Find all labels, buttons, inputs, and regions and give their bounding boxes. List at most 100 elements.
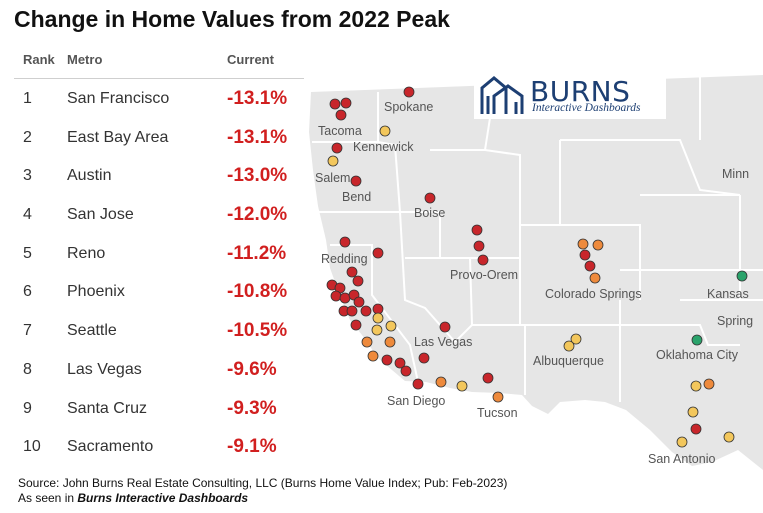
marker-oklahoma-city[interactable] <box>691 334 703 346</box>
attribution-line: As seen in Burns Interactive Dashboards <box>18 491 507 506</box>
marker-spokane[interactable] <box>403 86 415 98</box>
table-row: 10 Sacramento -9.1% <box>14 427 304 466</box>
marker-ca-1[interactable] <box>346 266 358 278</box>
label-provo-orem: Provo-Orem <box>450 268 518 282</box>
header-metro: Metro <box>67 52 103 67</box>
house-logo-icon <box>480 76 524 114</box>
marker-salem[interactable] <box>327 155 339 167</box>
metro-cell: East Bay Area <box>67 128 169 146</box>
marker-ca-6[interactable] <box>339 292 351 304</box>
label-tacoma: Tacoma <box>318 124 362 138</box>
ranking-table: Rank Metro Current 1 San Francisco -13.1… <box>14 50 304 466</box>
marker-denver-b[interactable] <box>592 239 604 251</box>
marker-ca-18[interactable] <box>384 336 396 348</box>
marker-redding[interactable] <box>339 236 351 248</box>
label-bend: Bend <box>342 190 371 204</box>
marker-boise[interactable] <box>424 192 436 204</box>
marker-ca-17[interactable] <box>361 336 373 348</box>
rank-cell: 6 <box>23 283 32 301</box>
marker-tacoma-a[interactable] <box>329 98 341 110</box>
table-row: 3 Austin -13.0% <box>14 156 304 195</box>
rank-cell: 8 <box>23 360 32 378</box>
marker-ca-12[interactable] <box>372 303 384 315</box>
marker-ogden[interactable] <box>471 224 483 236</box>
marker-ca-22[interactable] <box>400 365 412 377</box>
label-albuquerque: Albuquerque <box>533 354 604 368</box>
metro-cell: Austin <box>67 167 112 185</box>
marker-san-antonio[interactable] <box>676 436 688 448</box>
label-kennewick: Kennewick <box>353 140 414 154</box>
metro-cell: Sacramento <box>67 438 154 456</box>
metro-cell: Seattle <box>67 322 117 340</box>
marker-denver-a[interactable] <box>577 238 589 250</box>
logo-tagline: Interactive Dashboards <box>532 102 641 114</box>
marker-ca-20[interactable] <box>381 354 393 366</box>
marker-kennewick[interactable] <box>379 125 391 137</box>
rank-cell: 10 <box>23 438 41 456</box>
marker-tacoma-b[interactable] <box>340 97 352 109</box>
marker-colorado-springs[interactable] <box>589 272 601 284</box>
marker-bend[interactable] <box>350 175 362 187</box>
marker-albuquerque-a[interactable] <box>570 333 582 345</box>
rank-cell: 1 <box>23 90 32 107</box>
metro-markers <box>326 86 748 448</box>
marker-ca-23[interactable] <box>418 352 430 364</box>
marker-dfw-a[interactable] <box>690 380 702 392</box>
marker-tucson[interactable] <box>492 391 504 403</box>
marker-ca-19[interactable] <box>367 350 379 362</box>
burns-logo: BURNS Interactive Dashboards <box>474 73 666 119</box>
label-san-antonio: San Antonio <box>648 452 715 466</box>
marker-tacoma-c[interactable] <box>335 109 347 121</box>
label-tucson: Tucson <box>477 406 518 420</box>
marker-las-vegas[interactable] <box>439 321 451 333</box>
marker-co-2[interactable] <box>584 260 596 272</box>
marker-phoenix-b[interactable] <box>456 380 468 392</box>
marker-san-diego[interactable] <box>412 378 424 390</box>
marker-provo[interactable] <box>477 254 489 266</box>
marker-ca-14[interactable] <box>372 312 384 324</box>
label-spokane: Spokane <box>384 100 433 114</box>
current-cell: -12.0% <box>227 204 288 226</box>
marker-ca-16[interactable] <box>385 320 397 332</box>
marker-ca-15[interactable] <box>371 324 383 336</box>
metro-cell: Las Vegas <box>67 360 142 378</box>
marker-dfw-b[interactable] <box>703 378 715 390</box>
marker-albuquerque-b[interactable] <box>563 340 575 352</box>
rank-cell: 3 <box>23 167 32 185</box>
marker-phoenix-a[interactable] <box>435 376 447 388</box>
marker-tx-1[interactable] <box>687 406 699 418</box>
marker-portland[interactable] <box>331 142 343 154</box>
marker-kansas[interactable] <box>736 270 748 282</box>
marker-ca-8[interactable] <box>353 296 365 308</box>
marker-salt-lake[interactable] <box>473 240 485 252</box>
table-row: 1 San Francisco -13.1% <box>14 79 304 118</box>
marker-ca-21[interactable] <box>394 357 406 369</box>
marker-ca-10[interactable] <box>346 305 358 317</box>
marker-reno[interactable] <box>372 247 384 259</box>
table-row: 4 San Jose -12.0% <box>14 195 304 234</box>
label-las-vegas: Las Vegas <box>414 335 472 349</box>
label-kansas: Kansas <box>707 287 749 301</box>
label-springfield: Spring <box>717 314 753 328</box>
label-salem: Salem <box>315 171 350 185</box>
header-rank: Rank <box>23 52 55 67</box>
current-cell: -11.2% <box>227 242 287 264</box>
map[interactable]: Spokane Tacoma Kennewick Salem Bend Bois… <box>300 70 763 480</box>
label-boise: Boise <box>414 206 445 220</box>
metro-cell: San Francisco <box>67 90 170 107</box>
marker-az-1[interactable] <box>482 372 494 384</box>
marker-ca-11[interactable] <box>360 305 372 317</box>
marker-ca-2[interactable] <box>352 275 364 287</box>
table-row: 9 Santa Cruz -9.3% <box>14 389 304 428</box>
marker-co-1[interactable] <box>579 249 591 261</box>
rank-cell: 9 <box>23 399 32 417</box>
rank-cell: 5 <box>23 244 32 262</box>
marker-ca-13[interactable] <box>350 319 362 331</box>
map-labels: Spokane Tacoma Kennewick Salem Bend Bois… <box>315 100 753 466</box>
table-header: Rank Metro Current <box>14 50 304 79</box>
marker-houston[interactable] <box>723 431 735 443</box>
attribution-brand: Burns Interactive Dashboards <box>77 491 249 505</box>
marker-ca-5[interactable] <box>330 290 342 302</box>
marker-austin[interactable] <box>690 423 702 435</box>
label-oklahoma-city: Oklahoma City <box>656 348 739 362</box>
